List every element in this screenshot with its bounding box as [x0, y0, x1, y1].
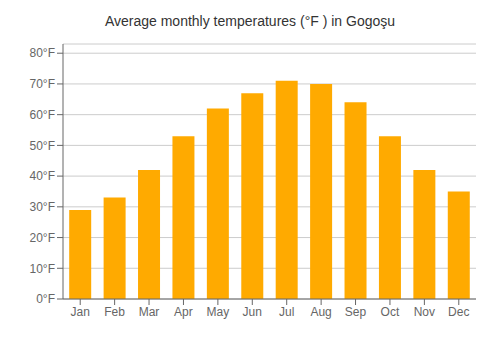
svg-text:Aug: Aug [310, 305, 331, 319]
html-text:Average monthly temperatures (: Average monthly temperatures (°F ) in Go… [104, 13, 396, 29]
svg-text:Apr: Apr [174, 305, 193, 319]
svg-text:20°F: 20°F [30, 231, 55, 245]
svg-text:30°F: 30°F [30, 200, 55, 214]
svg-text:80°F: 80°F [30, 46, 55, 60]
svg-text:Nov: Nov [414, 305, 435, 319]
svg-text:50°F: 50°F [30, 139, 55, 153]
svg-text:70°F: 70°F [30, 77, 55, 91]
svg-text:Jan: Jan [71, 305, 90, 319]
svg-text:Jul: Jul [279, 305, 294, 319]
svg-text:10°F: 10°F [30, 262, 55, 276]
svg-text:Jun: Jun [243, 305, 262, 319]
svg-text:0°F: 0°F [36, 292, 55, 306]
svg-text:May: May [207, 305, 230, 319]
svg-text:40°F: 40°F [30, 169, 55, 183]
svg-text:Mar: Mar [139, 305, 160, 319]
svg-text:Sep: Sep [345, 305, 367, 319]
svg-text:Oct: Oct [381, 305, 400, 319]
svg-text:60°F: 60°F [30, 108, 55, 122]
svg-text:Dec: Dec [448, 305, 469, 319]
svg-text:Feb: Feb [104, 305, 125, 319]
